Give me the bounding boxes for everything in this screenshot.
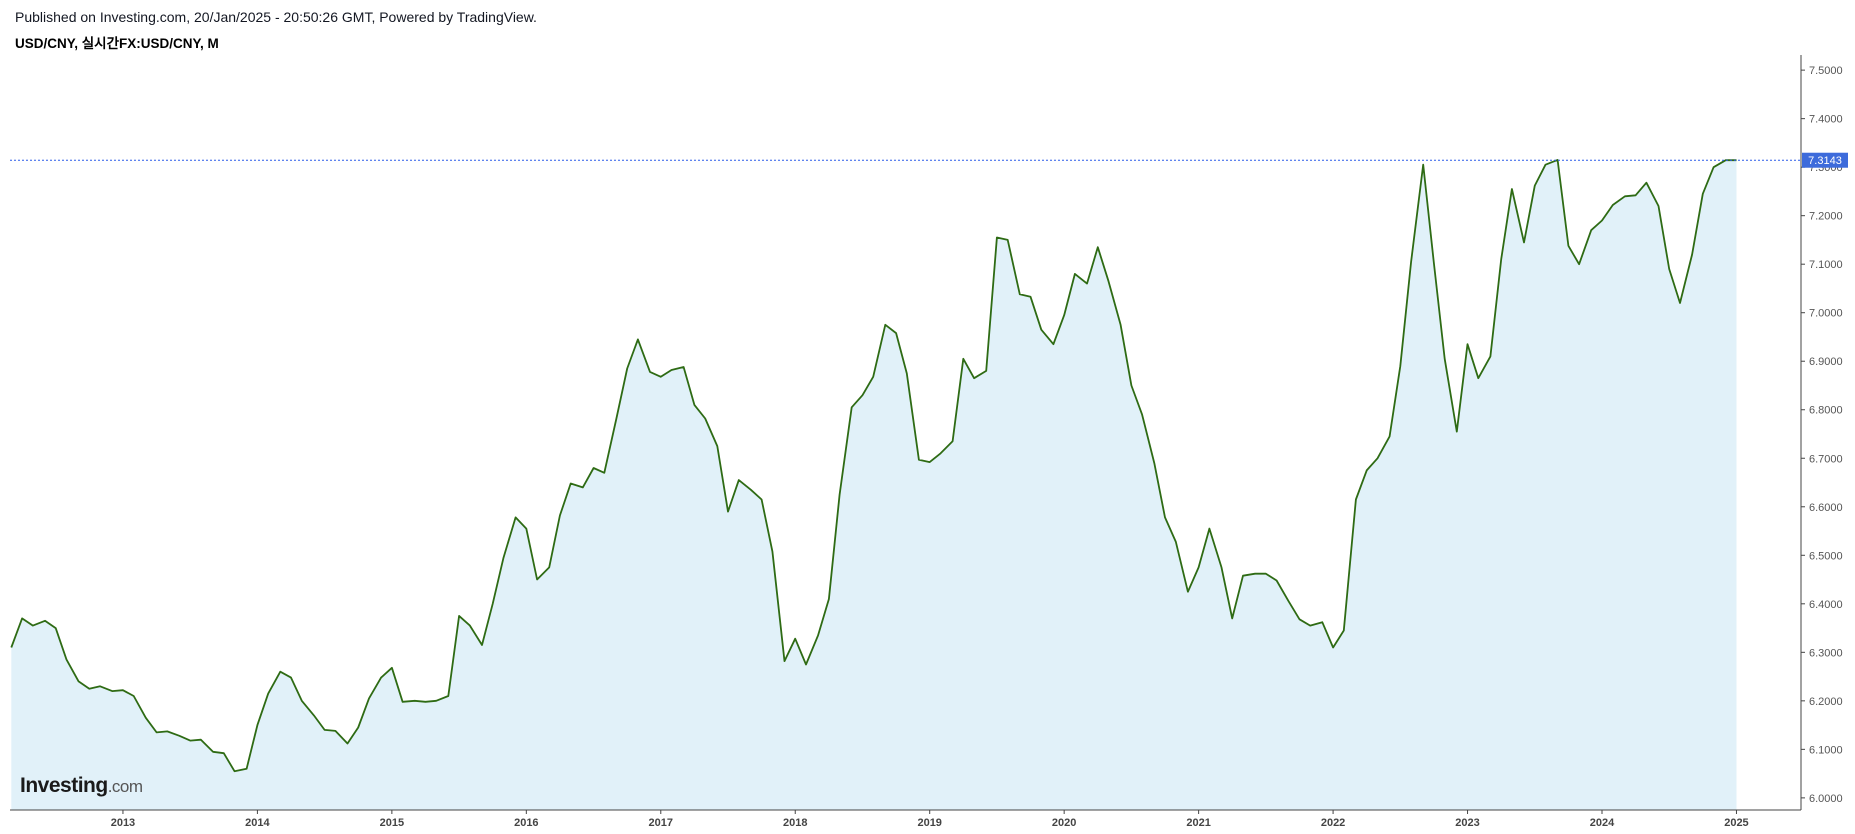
series-area-fill <box>11 159 1737 810</box>
x-tick-label: 2015 <box>380 817 404 829</box>
x-tick-label: 2023 <box>1455 817 1479 829</box>
symbol-title: USD/CNY, 실시간FX:USD/CNY, M <box>15 36 219 51</box>
x-tick-label: 2022 <box>1321 817 1345 829</box>
y-tick-label: 6.0000 <box>1809 793 1843 805</box>
x-tick-label: 2013 <box>111 817 135 829</box>
y-tick-label: 7.1000 <box>1809 259 1843 271</box>
y-tick-label: 6.6000 <box>1809 502 1843 514</box>
y-tick-label: 6.5000 <box>1809 550 1843 562</box>
last-price-badge <box>1802 152 1848 168</box>
x-tick-label: 2021 <box>1186 817 1210 829</box>
x-tick-label: 2019 <box>917 817 941 829</box>
last-price-label: 7.3143 <box>1808 155 1842 167</box>
y-tick-label: 7.0000 <box>1809 308 1843 320</box>
plot-area <box>10 159 1801 810</box>
y-tick-label: 6.4000 <box>1809 599 1843 611</box>
y-tick-label: 7.5000 <box>1809 65 1843 77</box>
y-tick-label: 7.4000 <box>1809 114 1843 126</box>
published-info: Published on Investing.com, 20/Jan/2025 … <box>15 9 537 25</box>
axes: 6.0000 6.1000 6.2000 6.3000 6.4000 6.5000 6.60… <box>10 55 1848 829</box>
y-tick-label: 6.8000 <box>1809 405 1843 417</box>
x-tick-label: 2017 <box>649 817 673 829</box>
y-tick-label: 6.1000 <box>1809 744 1843 756</box>
x-tick-label: 2016 <box>514 817 538 829</box>
y-tick-label: 6.3000 <box>1809 647 1843 659</box>
x-tick-label: 2020 <box>1052 817 1076 829</box>
x-tick-label: 2014 <box>245 817 270 829</box>
y-tick-label: 6.7000 <box>1809 453 1843 465</box>
x-tick-label: 2018 <box>783 817 807 829</box>
y-tick-label: 6.9000 <box>1809 356 1843 368</box>
investing-logo: Investing.com <box>20 774 143 797</box>
x-tick-label: 2024 <box>1590 817 1615 829</box>
y-tick-label: 6.2000 <box>1809 696 1843 708</box>
series-line <box>10 159 1737 773</box>
x-tick-label: 2025 <box>1724 817 1748 829</box>
y-tick-label: 7.2000 <box>1809 211 1843 223</box>
